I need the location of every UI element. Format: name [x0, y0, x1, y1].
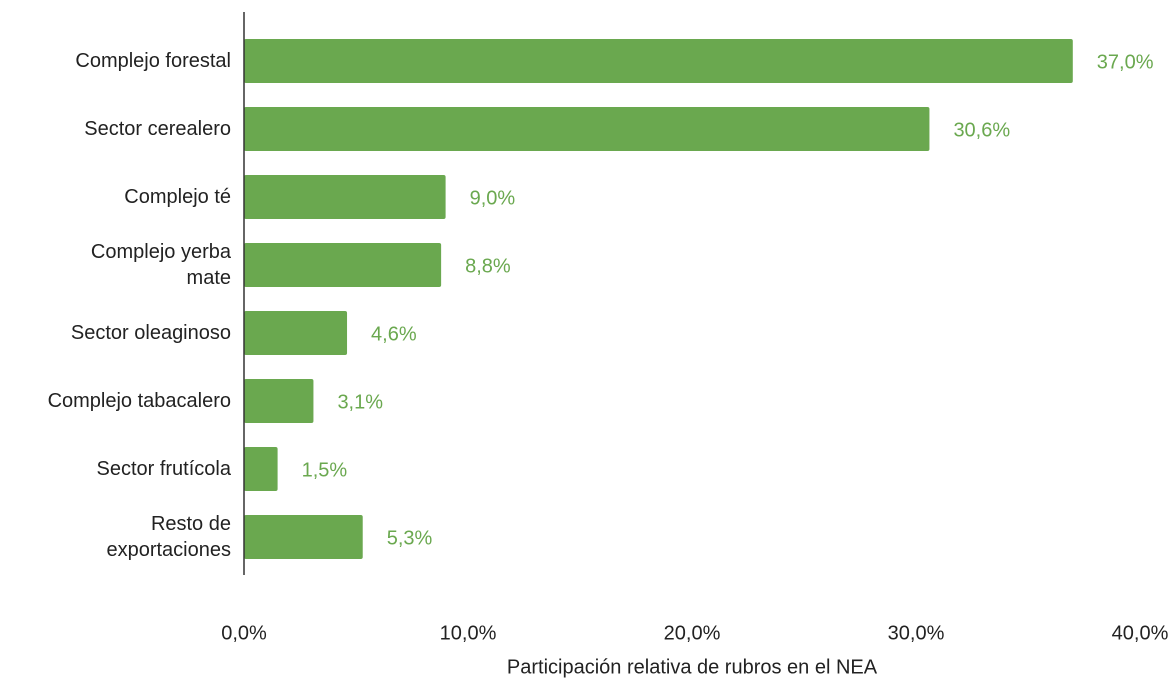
x-tick-label: 30,0%: [888, 622, 945, 644]
y-tick-label: Sector frutícola: [96, 458, 231, 480]
value-label: 1,5%: [302, 459, 348, 481]
y-tick-label: Complejo té: [124, 186, 231, 208]
bar: [244, 311, 348, 355]
value-label: 30,6%: [953, 119, 1010, 141]
value-label: 9,0%: [470, 187, 516, 209]
y-tick-label: Complejo tabacalero: [47, 390, 231, 412]
bar: [244, 379, 314, 423]
bar: [244, 515, 363, 559]
y-tick-label: Sector oleaginoso: [70, 322, 231, 344]
y-tick-label: Complejo forestal: [75, 50, 231, 72]
x-axis-label: Participación relativa de rubros en el N…: [507, 656, 878, 678]
x-tick-label: 20,0%: [664, 622, 721, 644]
bar: [244, 107, 930, 151]
x-tick-label: 0,0%: [221, 622, 267, 644]
bar: [244, 447, 278, 491]
value-label: 8,8%: [465, 255, 511, 277]
bar: [244, 39, 1073, 83]
y-tick-label: Complejo yerba mate: [90, 241, 231, 289]
bar: [244, 175, 446, 219]
y-tick-label: Sector cerealero: [84, 118, 231, 140]
x-tick-label: 10,0%: [440, 622, 497, 644]
value-label: 37,0%: [1097, 51, 1154, 73]
bar: [244, 243, 442, 287]
value-label: 5,3%: [387, 527, 433, 549]
value-label: 3,1%: [337, 391, 383, 413]
x-tick-label: 40,0%: [1112, 622, 1169, 644]
y-tick-label: Resto de exportaciones: [106, 513, 231, 561]
value-label: 4,6%: [371, 323, 417, 345]
